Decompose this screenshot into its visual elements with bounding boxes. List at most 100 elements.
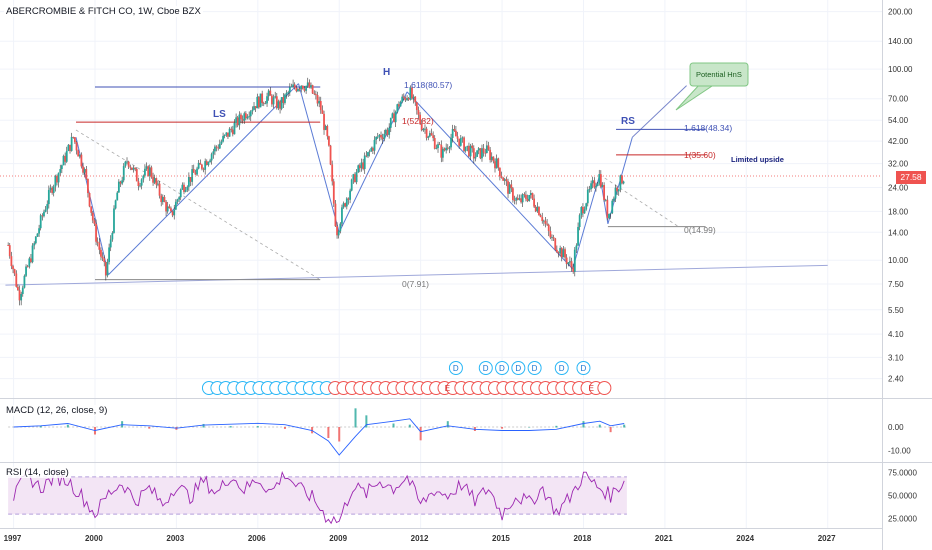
candle-body (489, 149, 492, 160)
candle-body (345, 198, 348, 207)
candle-body (217, 147, 220, 149)
candle-body (391, 113, 394, 118)
dividend-marker (511, 361, 526, 375)
candle-body (147, 166, 150, 176)
candle-body (411, 87, 413, 99)
candle-body (451, 128, 454, 138)
candle-body (358, 165, 361, 169)
candle-body (448, 147, 451, 149)
candle-body (220, 141, 223, 144)
candle-body (209, 160, 211, 163)
candle-body (474, 156, 477, 159)
candle-body (272, 97, 275, 105)
candle-body (113, 208, 115, 233)
candle-body (225, 132, 228, 135)
x-tick-label: 2003 (166, 534, 184, 543)
candle-body (8, 245, 11, 257)
candle-body (248, 116, 251, 118)
candle-body (316, 94, 319, 104)
candle-body (321, 110, 324, 114)
macd-histogram-bar (66, 424, 69, 428)
candle-body (468, 145, 470, 157)
rsi-tick-label: 25.0000 (888, 515, 917, 524)
candle-body (515, 197, 518, 201)
candle-body (275, 96, 278, 109)
macd-title: MACD (12, 26, close, 9) (4, 405, 110, 416)
candle-body (15, 273, 18, 287)
candle-body (77, 150, 80, 157)
candle-body (401, 96, 404, 103)
macd-histogram-bar (623, 424, 626, 428)
dividend-marker-label: D (499, 364, 505, 373)
candle-body (303, 88, 306, 91)
candle-body (132, 167, 135, 170)
candle-body (204, 161, 207, 170)
candle-body (494, 161, 496, 169)
y-tick-label: 24.00 (888, 184, 909, 193)
candle-body (26, 266, 29, 268)
candle-body (311, 85, 314, 94)
candle-body (341, 207, 343, 224)
macd-histogram-bar (256, 426, 259, 428)
candle-body (305, 85, 308, 91)
candle-body (552, 237, 555, 239)
candle-body (251, 109, 254, 112)
candle-body (308, 82, 311, 88)
candle-body (106, 261, 109, 276)
candle-body (12, 266, 14, 270)
candle-body (481, 148, 483, 159)
candle-body (96, 241, 99, 243)
y-tick-label: 140.00 (888, 37, 913, 46)
candle-body (28, 258, 31, 267)
dividend-marker (554, 361, 569, 375)
candle-body (542, 220, 545, 222)
candle-body (428, 133, 431, 137)
candle-body (518, 198, 521, 200)
candle-body (415, 102, 418, 111)
candle-body (109, 239, 112, 248)
pattern-leg-6 (572, 174, 601, 270)
label-rs: RS (621, 116, 635, 127)
callout-box (689, 62, 749, 87)
rsi-band (8, 476, 627, 515)
candle-body (258, 96, 260, 108)
macd-histogram-bar (39, 425, 42, 428)
candle-body (463, 137, 465, 152)
candle-body (218, 143, 221, 149)
candle-body (288, 87, 291, 93)
dividend-marker (527, 361, 542, 375)
x-tick-label: 2024 (736, 534, 754, 543)
candle-body (565, 257, 568, 264)
candle-body (117, 181, 120, 193)
macd-histogram-bar (338, 427, 341, 442)
candle-body (619, 175, 622, 190)
candle-body (238, 114, 241, 126)
limited-upside-text: Limited upside (731, 155, 784, 164)
candle-body (104, 262, 107, 276)
candle-body (301, 85, 304, 89)
candle-body (300, 85, 303, 90)
candle-body (520, 198, 522, 203)
candle-body (202, 168, 205, 170)
rsi-tick-label: 50.0000 (888, 492, 917, 501)
candle-body (187, 176, 190, 187)
candle-body (52, 186, 55, 193)
candle-body (54, 176, 57, 187)
candle-body (544, 220, 547, 224)
candle-body (526, 198, 529, 201)
fib-h-1: 1(52.82) (402, 116, 434, 126)
candle-body (516, 197, 519, 200)
candle-body (373, 139, 376, 151)
candle-body (459, 138, 462, 146)
candle-body (161, 196, 164, 203)
candle-body (350, 179, 353, 191)
candle-body (74, 137, 76, 143)
candle-body (196, 168, 198, 175)
pattern-projection (631, 85, 687, 138)
neckline (5, 264, 828, 286)
candle-body (378, 134, 381, 137)
candle-body (329, 145, 332, 165)
candle-body (573, 249, 576, 272)
candle-body (64, 155, 67, 162)
